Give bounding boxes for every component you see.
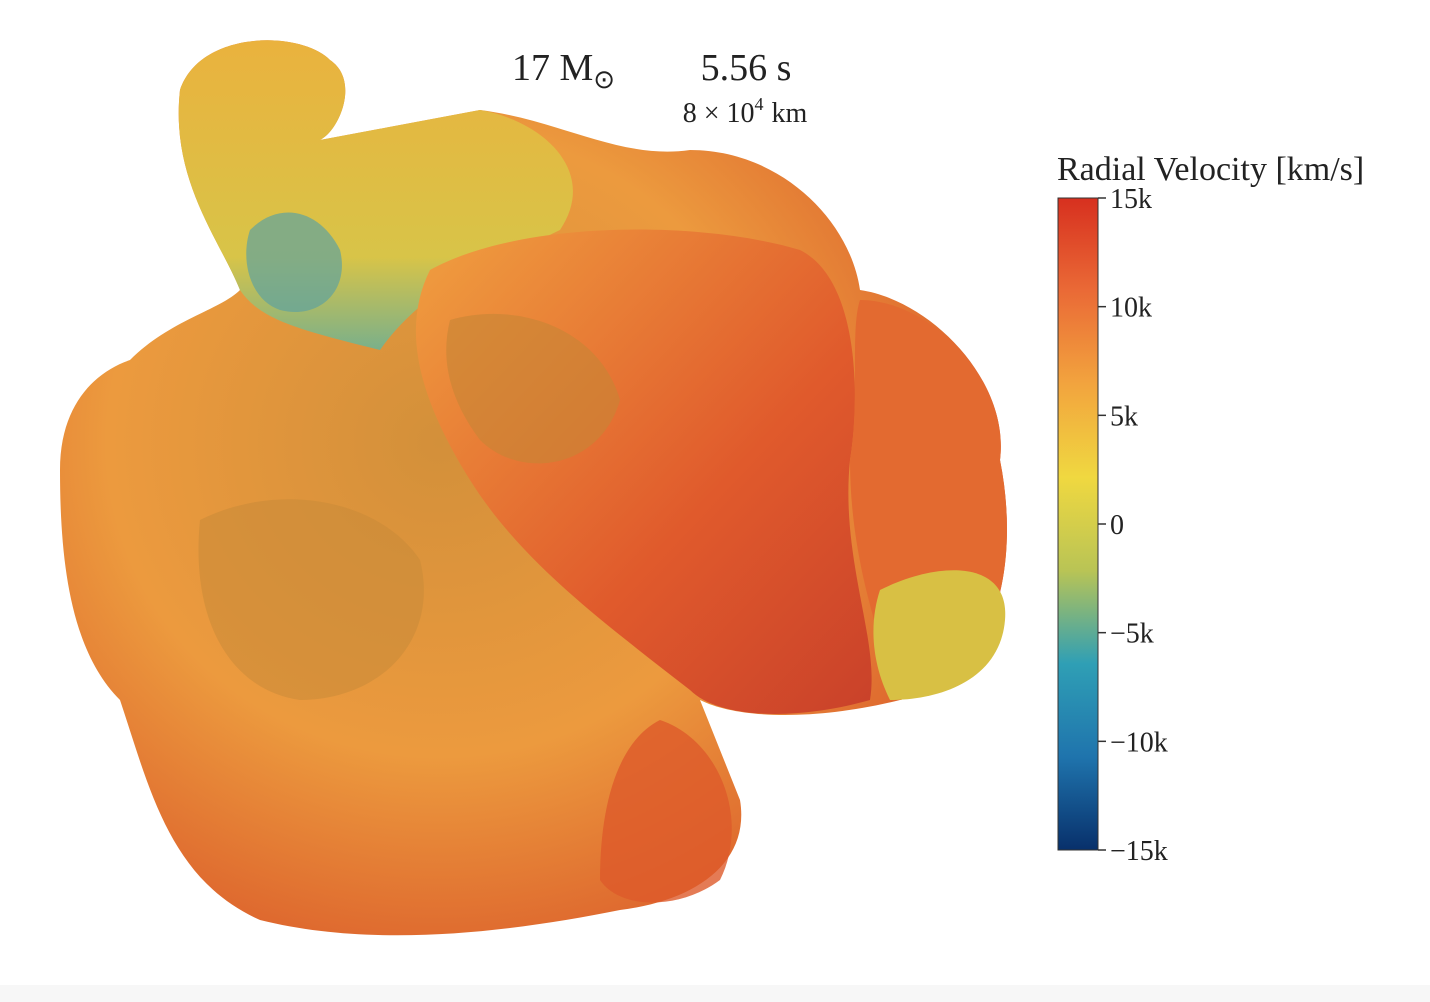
mass-label: 17 M⊙: [512, 47, 615, 94]
scale-label: 8 × 104 km: [683, 94, 808, 129]
colorbar-tick-label: −15k: [1110, 836, 1168, 867]
colorbar-title: Radial Velocity [km/s]: [1057, 151, 1364, 188]
colorbar-tick-label: −5k: [1110, 619, 1154, 650]
colorbar-tick-label: 5k: [1110, 401, 1138, 432]
scale-base: 8 × 10: [683, 98, 755, 129]
colorbar-tick-label: −10k: [1110, 727, 1168, 758]
colorbar-tick-label: 15k: [1110, 184, 1152, 215]
colorbar-tick-label: 10k: [1110, 293, 1152, 324]
mass: 17 M: [512, 47, 593, 89]
colorbar: [1057, 197, 1099, 851]
mass-sub: ⊙: [593, 65, 615, 94]
time-label: 5.56 s: [701, 47, 792, 89]
colorbar-tick-label: 0: [1110, 510, 1124, 541]
bottom-strip: [0, 985, 1430, 1002]
ejecta-render: [60, 40, 1007, 936]
scale-exp: 4: [755, 94, 764, 114]
scale-unit: km: [772, 98, 808, 129]
